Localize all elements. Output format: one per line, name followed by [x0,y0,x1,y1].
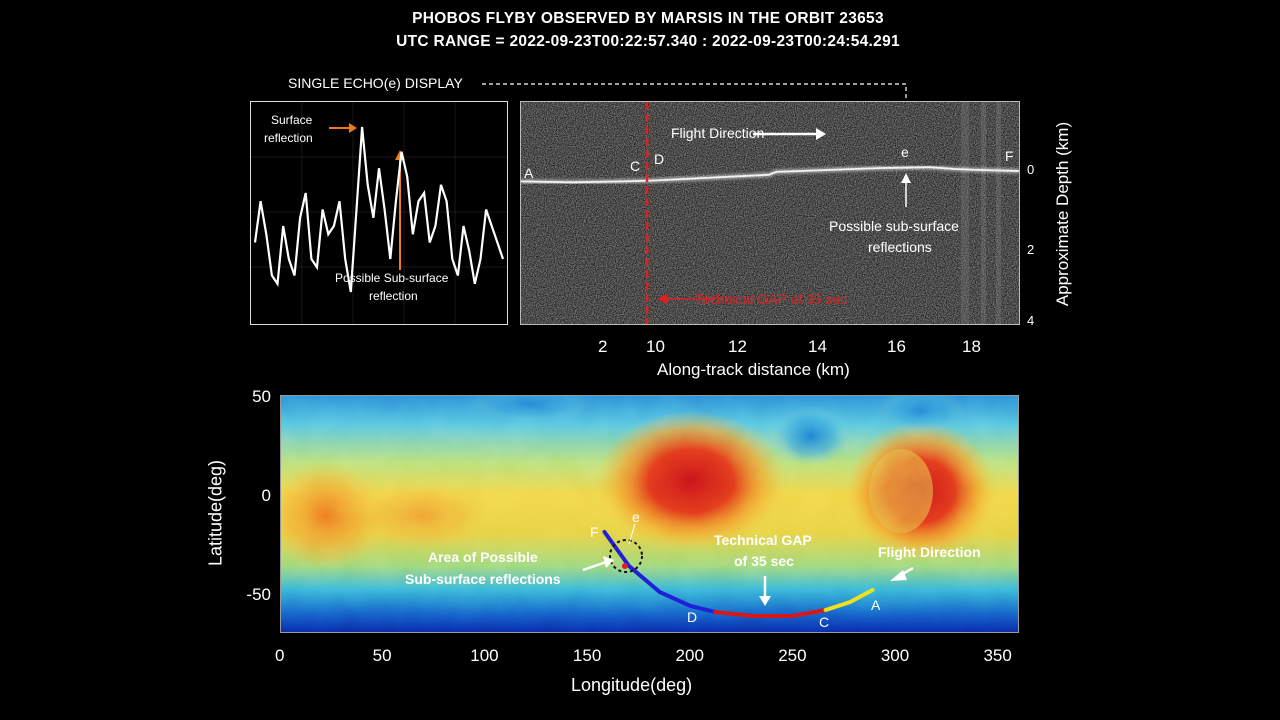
track-segment [713,608,828,618]
radar-subsurface-label-2: reflections [868,239,932,255]
figure-title-line-1: PHOBOS FLYBY OBSERVED BY MARSIS IN THE O… [412,10,884,27]
echo-display-header: SINGLE ECHO(e) DISPLAY [288,75,463,91]
radargram-svg [521,102,1019,324]
radargram-x-tick: 18 [962,337,981,356]
radargram-y-tick: 2 [1027,242,1035,257]
radargram-x-axis-label: Along-track distance (km) [657,360,850,379]
radar-point-f: F [1005,148,1014,164]
radargram-y-tick: 0 [1027,162,1035,177]
map-gap-label-1: Technical GAP [714,532,812,548]
map-x-axis-label: Longitude(deg) [571,675,693,695]
radar-point-a: A [524,165,534,181]
area-label-2: Sub-surface reflections [405,571,561,587]
area-arrow-icon [582,560,607,572]
radar-point-c: C [630,158,641,174]
map-x-tick: 300 [880,646,910,665]
map-point-c: C [819,614,830,630]
radargram-y-tick: 4 [1027,313,1035,328]
track-segment [823,588,875,612]
radargram-x-tick: 14 [808,337,827,356]
radargram-x-tick: 16 [887,337,906,356]
radar-gap-label: Technical GAP of 35 sec [695,291,848,307]
map-svg [281,396,1018,632]
radargram-x-tick: 2 [598,337,608,356]
radar-flight-direction-label: Flight Direction [671,125,765,141]
radargram-x-tick: 12 [728,337,747,356]
map-y-tick: 0 [261,486,271,505]
map-y-axis-label: Latitude(deg) [205,459,226,567]
radargram-x-tick: 10 [646,337,665,356]
figure-title-line-2: UTC RANGE = 2022-09-23T00:22:57.340 : 20… [396,33,900,50]
radar-subsurface-label-1: Possible sub-surface [829,218,959,234]
map-point-a: A [871,597,881,613]
map-point-e: e [632,509,640,525]
map-x-tick: 150 [572,646,602,665]
subsurface-label-1: Possible Sub-surface [335,271,449,285]
map-x-tick: 200 [675,646,704,665]
surface-reflection-label-2: reflection [264,131,313,145]
surface-reflection-label-1: Surface [271,113,313,127]
radargram-plot: A C D e F Flight Direction Possible sub-… [520,101,1020,325]
single-echo-plot: Surface reflection Possible Sub-surface … [250,101,508,325]
map-x-tick: 0 [275,646,285,665]
map-y-tick: 50 [252,387,271,406]
map-point-f: F [590,524,599,540]
radar-point-d: D [654,151,665,167]
map-x-tick: 350 [983,646,1012,665]
echo-svg [251,102,507,324]
map-x-tick: 50 [372,646,392,665]
map-point-d: D [687,609,698,625]
ground-track [602,530,875,618]
map-flight-direction-label: Flight Direction [878,544,981,560]
map-x-tick: 250 [778,646,807,665]
area-label-1: Area of Possible [428,549,538,565]
subsurface-area-circle [609,539,643,573]
surface-echo-line [521,166,1019,184]
map-gap-label-2: of 35 sec [734,553,794,569]
e-pointer-icon [628,523,636,545]
map-x-tick: 100 [470,646,499,665]
subsurface-label-2: reflection [369,289,418,303]
echo-point-marker [621,563,628,569]
track-segment [602,530,717,614]
phobos-topography-map: F e D C A Area of Possible Sub-surface r… [280,395,1019,633]
radar-point-e: e [901,144,909,160]
map-y-tick: -50 [246,585,271,604]
radargram-y-axis-label: Approximate Depth (km) [1053,121,1072,307]
echo-waveform [253,126,505,293]
